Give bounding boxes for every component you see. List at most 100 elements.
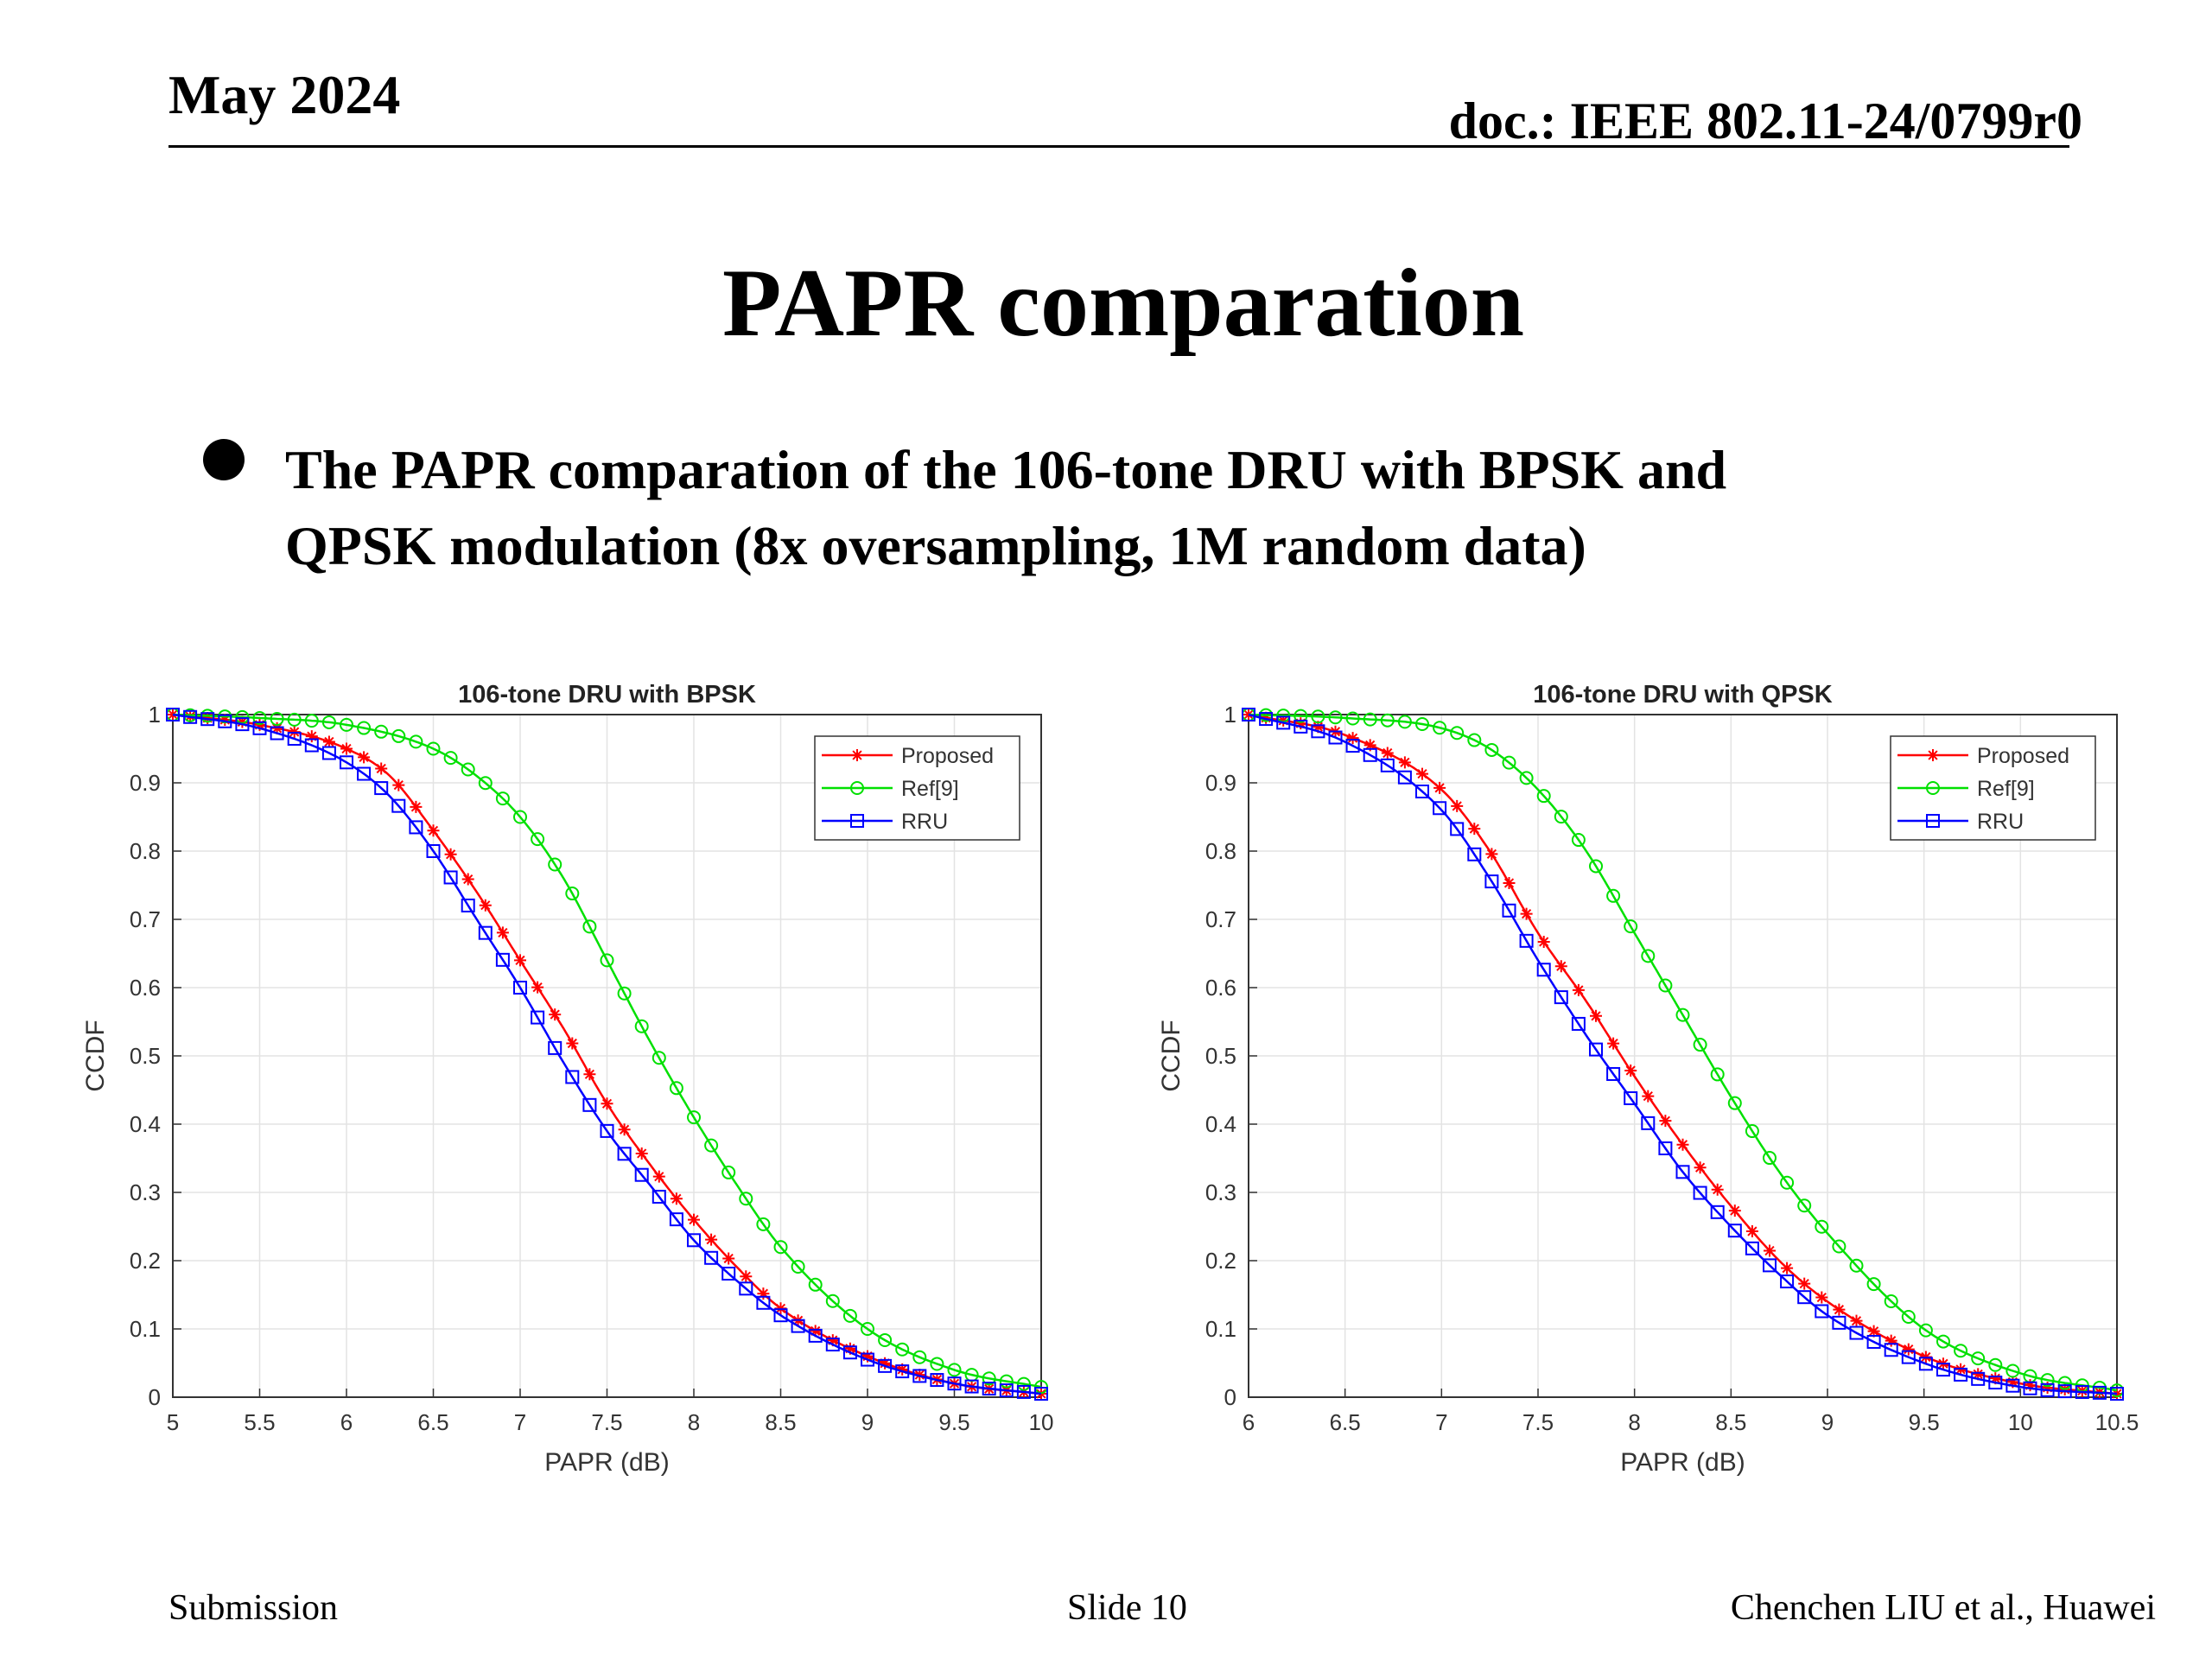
data-point-rru xyxy=(443,870,458,885)
footer-submission: Submission xyxy=(168,1588,339,1628)
x-tick-label: 7 xyxy=(1435,1409,1447,1435)
x-tick-label: 10.5 xyxy=(2095,1409,2139,1435)
data-point-rru xyxy=(304,738,319,753)
y-tick-label: 0 xyxy=(149,1384,161,1410)
data-point-proposed xyxy=(1711,1183,1724,1196)
data-point-rru xyxy=(687,1233,701,1248)
data-point-proposed xyxy=(618,1123,631,1136)
y-tick-label: 1 xyxy=(1224,702,1236,728)
data-point-ref-9 xyxy=(912,1350,927,1364)
data-point-rru xyxy=(1658,1141,1673,1156)
data-point-proposed xyxy=(427,824,440,837)
data-point-ref-9 xyxy=(634,1019,649,1033)
y-tick-label: 0.2 xyxy=(1205,1248,1236,1274)
data-point-proposed xyxy=(514,954,526,967)
data-point-rru xyxy=(2092,1385,2107,1400)
data-point-ref-9 xyxy=(1918,1323,1933,1338)
legend-marker xyxy=(850,814,864,828)
data-point-ref-9 xyxy=(1797,1198,1812,1213)
y-tick-label: 0.3 xyxy=(1205,1179,1236,1205)
data-point-rru xyxy=(878,1358,893,1373)
data-point-rru xyxy=(773,1308,788,1323)
data-point-proposed xyxy=(809,1325,822,1338)
data-point-rru xyxy=(1484,874,1499,889)
data-point-proposed xyxy=(1451,799,1464,812)
data-point-rru xyxy=(1815,1304,1829,1319)
data-point-proposed xyxy=(1363,739,1376,752)
data-point-proposed xyxy=(705,1233,718,1246)
data-point-proposed xyxy=(601,1097,613,1110)
data-point-rru xyxy=(600,1123,614,1138)
data-point-ref-9 xyxy=(1606,888,1621,903)
data-point-proposed xyxy=(479,899,492,912)
data-point-rru xyxy=(1450,822,1465,836)
data-point-proposed xyxy=(1850,1314,1863,1327)
data-point-ref-9 xyxy=(878,1332,893,1347)
data-point-rru xyxy=(461,898,475,912)
data-point-proposed xyxy=(1433,781,1446,794)
data-point-proposed xyxy=(358,751,371,764)
data-point-ref-9 xyxy=(1571,833,1586,848)
data-point-ref-9 xyxy=(1780,1175,1795,1190)
plot-frame xyxy=(172,714,1042,1398)
data-point-rru xyxy=(582,1097,597,1112)
data-point-ref-9 xyxy=(548,857,563,872)
y-tick-label: 1 xyxy=(149,702,161,728)
data-point-ref-9 xyxy=(1433,721,1447,735)
y-tick-label: 0.8 xyxy=(1205,838,1236,864)
data-point-rru xyxy=(1536,963,1551,977)
data-point-rru xyxy=(2057,1384,2072,1399)
chart-title: 106-tone DRU with BPSK xyxy=(458,681,756,709)
data-point-rru xyxy=(409,820,423,835)
data-point-proposed xyxy=(1867,1325,1880,1338)
data-point-rru xyxy=(1519,933,1534,948)
data-point-ref-9 xyxy=(1849,1258,1864,1273)
data-point-rru xyxy=(1328,730,1343,745)
data-point-ref-9 xyxy=(391,728,406,743)
data-point-ref-9 xyxy=(513,810,527,824)
data-point-proposed xyxy=(1659,1115,1672,1128)
y-tick-label: 0.5 xyxy=(130,1043,161,1069)
data-point-rru xyxy=(999,1383,1014,1398)
data-point-rru xyxy=(1589,1042,1603,1057)
x-axis-label: PAPR (dB) xyxy=(1620,1448,1745,1477)
data-point-proposed xyxy=(531,981,544,994)
data-point-rru xyxy=(1554,990,1568,1005)
data-point-rru xyxy=(1363,747,1377,762)
data-point-proposed xyxy=(219,713,232,726)
data-point-ref-9 xyxy=(1901,1309,1916,1324)
data-point-proposed xyxy=(1572,983,1585,996)
data-point-rru xyxy=(1415,784,1429,798)
data-point-proposed xyxy=(340,742,353,755)
data-point-ref-9 xyxy=(1311,709,1325,724)
header-doc-id: doc.: IEEE 802.11-24/0799r0 xyxy=(1448,92,2082,149)
data-point-rru xyxy=(1936,1363,1950,1377)
data-point-proposed xyxy=(270,721,283,734)
header-date: May 2024 xyxy=(168,64,401,125)
data-point-proposed xyxy=(861,1350,874,1363)
data-point-proposed xyxy=(879,1357,892,1370)
x-tick-label: 9.5 xyxy=(1909,1409,1940,1435)
data-point-proposed xyxy=(461,873,474,886)
data-point-ref-9 xyxy=(756,1217,771,1231)
bullet-line-1: The PAPR comparation of the 106-tone DRU… xyxy=(285,439,1727,500)
data-point-rru xyxy=(252,721,267,735)
data-point-ref-9 xyxy=(1276,709,1291,723)
x-tick-label: 6 xyxy=(1243,1409,1255,1435)
data-point-proposed xyxy=(1554,960,1567,973)
data-point-ref-9 xyxy=(1363,712,1377,727)
data-point-proposed xyxy=(1590,1009,1602,1022)
data-point-ref-9 xyxy=(1710,1067,1725,1082)
data-point-ref-9 xyxy=(861,1322,874,1336)
data-point-rru xyxy=(842,1345,857,1360)
data-point-ref-9 xyxy=(1936,1334,1950,1349)
chart-bpsk-svg: 106-tone DRU with BPSK 5 5.5 6 6.5 7 7.5 8 8.5 9 9… xyxy=(81,681,1053,1477)
data-point-proposed xyxy=(1520,907,1533,920)
data-point-proposed xyxy=(688,1213,700,1226)
data-point-rru xyxy=(1780,1274,1795,1289)
x-tick-label: 5.5 xyxy=(244,1409,275,1435)
legend-item-rru: RRU xyxy=(822,810,948,834)
data-point-rru xyxy=(426,844,441,858)
data-point-ref-9 xyxy=(374,724,389,739)
data-point-rru xyxy=(218,714,232,728)
